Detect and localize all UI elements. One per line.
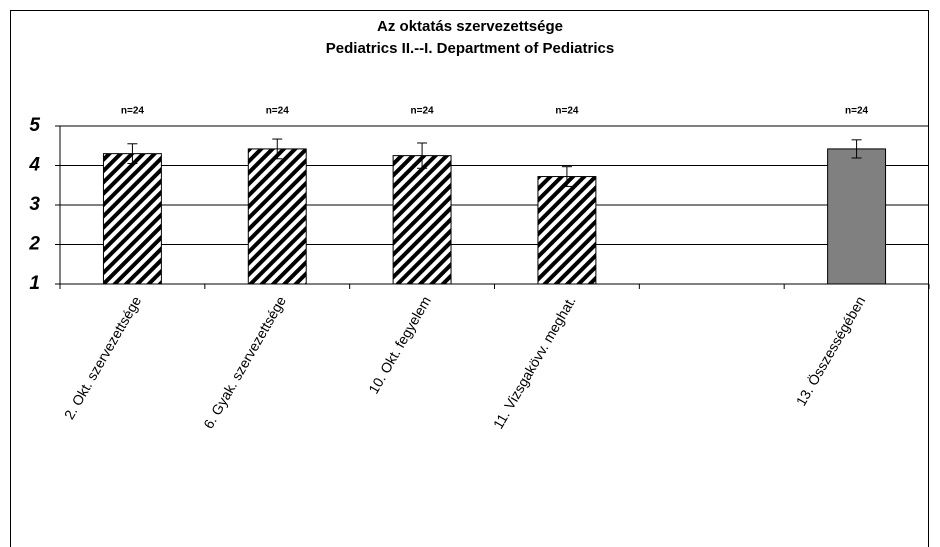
sample-size-label: n=24: [555, 106, 579, 117]
y-tick-label: 3: [29, 194, 40, 215]
bar: [827, 148, 887, 285]
y-tick-label: 2: [28, 234, 40, 255]
y-tick-label: 4: [28, 155, 40, 176]
y-tick-label: 5: [29, 115, 40, 136]
sample-size-label: n=24: [266, 106, 290, 117]
bar: [102, 153, 162, 285]
chart-subtitle: Pediatrics II.--I. Department of Pediatr…: [326, 40, 614, 57]
bar: [247, 148, 307, 285]
chart-title: Az oktatás szervezettsége: [377, 18, 563, 35]
sample-size-label: n=24: [411, 106, 435, 117]
bar: [392, 155, 452, 285]
chart-frame: [10, 10, 929, 547]
y-tick-label: 1: [29, 273, 40, 294]
sample-size-label: n=24: [845, 106, 869, 117]
bar: [537, 176, 597, 285]
sample-size-label: n=24: [121, 106, 145, 117]
